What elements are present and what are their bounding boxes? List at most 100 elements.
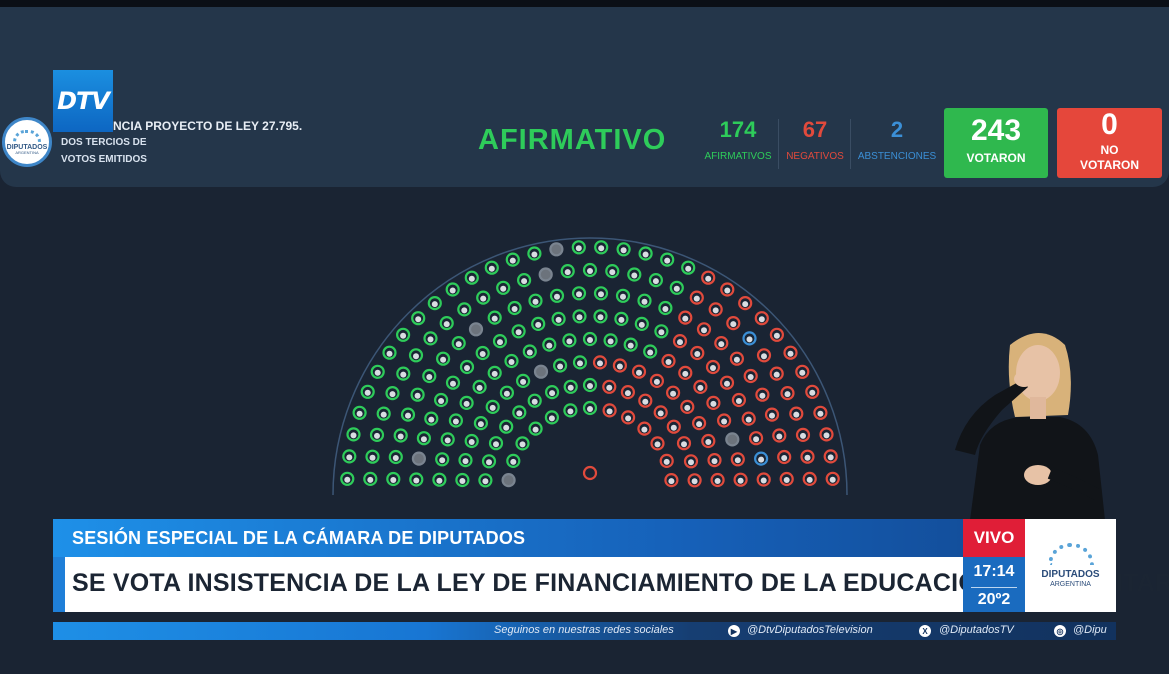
seat-photo [413, 353, 419, 360]
seat-photo [597, 314, 604, 321]
seat-photo [647, 349, 654, 356]
seat-photo [503, 424, 510, 431]
seat-photo [620, 247, 627, 254]
seat-photo [374, 369, 381, 376]
seat-photo [455, 341, 462, 348]
seat-photo [476, 384, 483, 391]
x-handle[interactable]: @DiputadosTV [939, 624, 1014, 636]
seat-photo [491, 370, 498, 377]
seat-photo [482, 478, 489, 485]
seat-photo [829, 476, 836, 483]
emblem-arc-icon [13, 129, 41, 142]
seat-photo [711, 458, 718, 465]
seat-photo [508, 359, 515, 365]
social-ticker: Seguinos en nuestras redes sociales ▶ @D… [53, 622, 1116, 640]
seat-photo [657, 410, 664, 417]
seat-photo [397, 433, 404, 440]
president-seat [582, 465, 598, 481]
no-votaron-label-line2: VOTARON [1079, 158, 1140, 172]
diputados-emblem: DIPUTADOS ARGENTINA [2, 117, 52, 167]
seat-photo [606, 408, 613, 415]
seat-photo [701, 327, 707, 334]
seat-photo [587, 383, 593, 389]
vote-header-panel: DTV DIPUTADOS ARGENTINA NCIA PROYECTO DE… [0, 7, 1169, 187]
seat-photo [564, 269, 571, 276]
votaron-label: VOTARON [966, 151, 1026, 165]
seat-photo [746, 336, 753, 343]
seat-photo [627, 342, 634, 349]
seat-photo [577, 360, 583, 367]
seat-photo [356, 410, 363, 417]
seat-photo [620, 293, 626, 300]
hemicycle-outline [332, 237, 848, 496]
seat-photo [735, 398, 742, 404]
seat-photo [450, 380, 456, 387]
seat-photo [464, 365, 470, 371]
session-title: SESIÓN ESPECIAL DE LA CÁMARA DE DIPUTADO… [72, 528, 526, 548]
seat-photo [503, 390, 510, 397]
chamber-arc-icon [1047, 543, 1094, 565]
seat-photo [664, 257, 671, 264]
seat-photo [449, 287, 456, 294]
x-logo-icon: X [919, 625, 931, 637]
no-votaron-label: NO VOTARON [1057, 143, 1162, 173]
seat-photo [526, 349, 533, 356]
seat-photo [769, 412, 775, 419]
majority-rule-line2: VOTOS EMITIDOS [61, 154, 147, 165]
seat-photo [609, 269, 616, 276]
seat-photo [520, 378, 527, 385]
seat-photo [684, 404, 691, 411]
seat-photo [575, 245, 582, 252]
brand-sub: ARGENTINA [1050, 581, 1091, 588]
seat-photo [641, 298, 648, 305]
seat-photo [567, 408, 574, 415]
seat-photo [557, 363, 564, 370]
seat-photo [369, 454, 376, 461]
seat-photo [799, 369, 806, 376]
seat-photo [431, 301, 438, 308]
seat [538, 267, 553, 282]
vote-result: AFIRMATIVO [478, 124, 667, 156]
seat-photo [710, 400, 717, 407]
seat-photo [681, 441, 687, 448]
seat-photo [616, 363, 623, 370]
seat [725, 432, 740, 447]
seat [533, 364, 549, 379]
seat-photo [426, 374, 433, 380]
instagram-icon: ◎ [1054, 625, 1066, 637]
brand-name: DIPUTADOS [1041, 569, 1100, 580]
seat-photo [783, 477, 790, 483]
diputados-brand: DIPUTADOS ARGENTINA [1025, 519, 1116, 612]
seat-photo [618, 316, 625, 323]
seat-photo [705, 439, 712, 445]
seat-photo [781, 455, 788, 461]
youtube-handle[interactable]: @DtvDiputadosTelevision [747, 624, 873, 636]
seat-photo [521, 278, 528, 285]
instagram-handle[interactable]: @Dipu [1073, 624, 1107, 636]
no-votaron-box: 0 NO VOTARON [1057, 108, 1162, 178]
seat-photo [463, 400, 470, 407]
majority-rule-line1: DOS TERCIOS DE [61, 137, 147, 148]
seat-photo [479, 351, 486, 357]
seat-photo [721, 418, 728, 425]
afirmativos-stat: 174 AFIRMATIVOS [702, 117, 774, 162]
seat-photo [688, 459, 694, 466]
seat-photo [548, 415, 555, 422]
seat-photo [806, 476, 813, 483]
top-border [0, 0, 1169, 7]
seat-photo [468, 275, 475, 282]
seat-photo [787, 350, 794, 357]
seat-photo [462, 458, 469, 465]
no-votaron-count: 0 [1101, 108, 1118, 141]
headline-bar: SE VOTA INSISTENCIA DE LA LEY DE FINANCI… [53, 557, 1169, 612]
seat-photo [480, 295, 487, 302]
seat-photo [436, 477, 443, 484]
emblem-name: DIPUTADOS [6, 143, 48, 151]
seat-photo [759, 392, 766, 399]
seat [468, 322, 484, 337]
seat-photo [549, 390, 556, 397]
seat-photo [742, 301, 749, 308]
seat-photo [427, 336, 434, 343]
seat-photo [653, 378, 660, 385]
session-title-bar: SESIÓN ESPECIAL DE LA CÁMARA DE DIPUTADO… [53, 519, 963, 557]
